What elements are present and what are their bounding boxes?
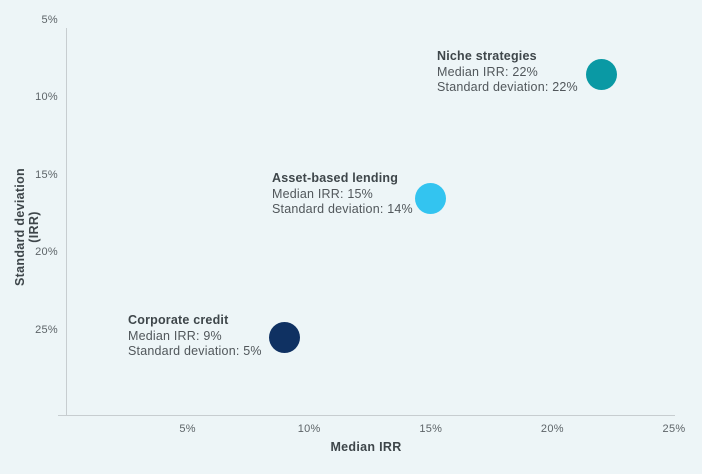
x-tick-label: 15% [419,423,443,435]
y-axis-line [66,28,67,416]
data-point-asset-based-lending [415,182,447,214]
y-tick-label: 15% [35,168,58,181]
y-tick-label: 10% [35,91,58,103]
x-tick-label: 10% [297,423,321,435]
annotation-median-irr: Median IRR: 9% [128,328,222,343]
annotation-niche-strategies: Niche strategies Median IRR: 22% Standar… [437,49,578,96]
annotation-median-irr: Median IRR: 15% [272,186,373,201]
data-point-corporate-credit [269,322,301,353]
annotation-median-irr: Median IRR: 22% [437,64,538,79]
y-tick-label: 20% [35,246,58,258]
annotation-corporate-credit: Corporate credit Median IRR: 9% Standard… [128,313,262,360]
x-tick-label: 25% [662,423,686,435]
x-tick-label: 20% [540,423,564,435]
annotation-std-dev: Standard deviation: 22% [437,80,578,94]
annotation-title: Asset-based lending [272,171,399,185]
annotation-asset-based-lending: Asset-based lending Median IRR: 15% Stan… [272,171,413,218]
y-tick-label: 5% [41,13,58,26]
x-tick-label: 5% [179,423,196,435]
data-point-niche-strategies [585,58,617,90]
x-axis-title: Median IRR [330,440,402,454]
x-axis-line [58,415,675,416]
annotation-std-dev: Standard deviation: 14% [272,202,413,216]
annotation-title: Corporate credit [128,313,229,327]
y-tick-label: 25% [35,323,58,336]
y-axis-title: Standard deviation (IRR) [13,168,41,286]
annotation-title: Niche strategies [437,49,537,63]
annotation-std-dev: Standard deviation: 5% [128,344,262,358]
